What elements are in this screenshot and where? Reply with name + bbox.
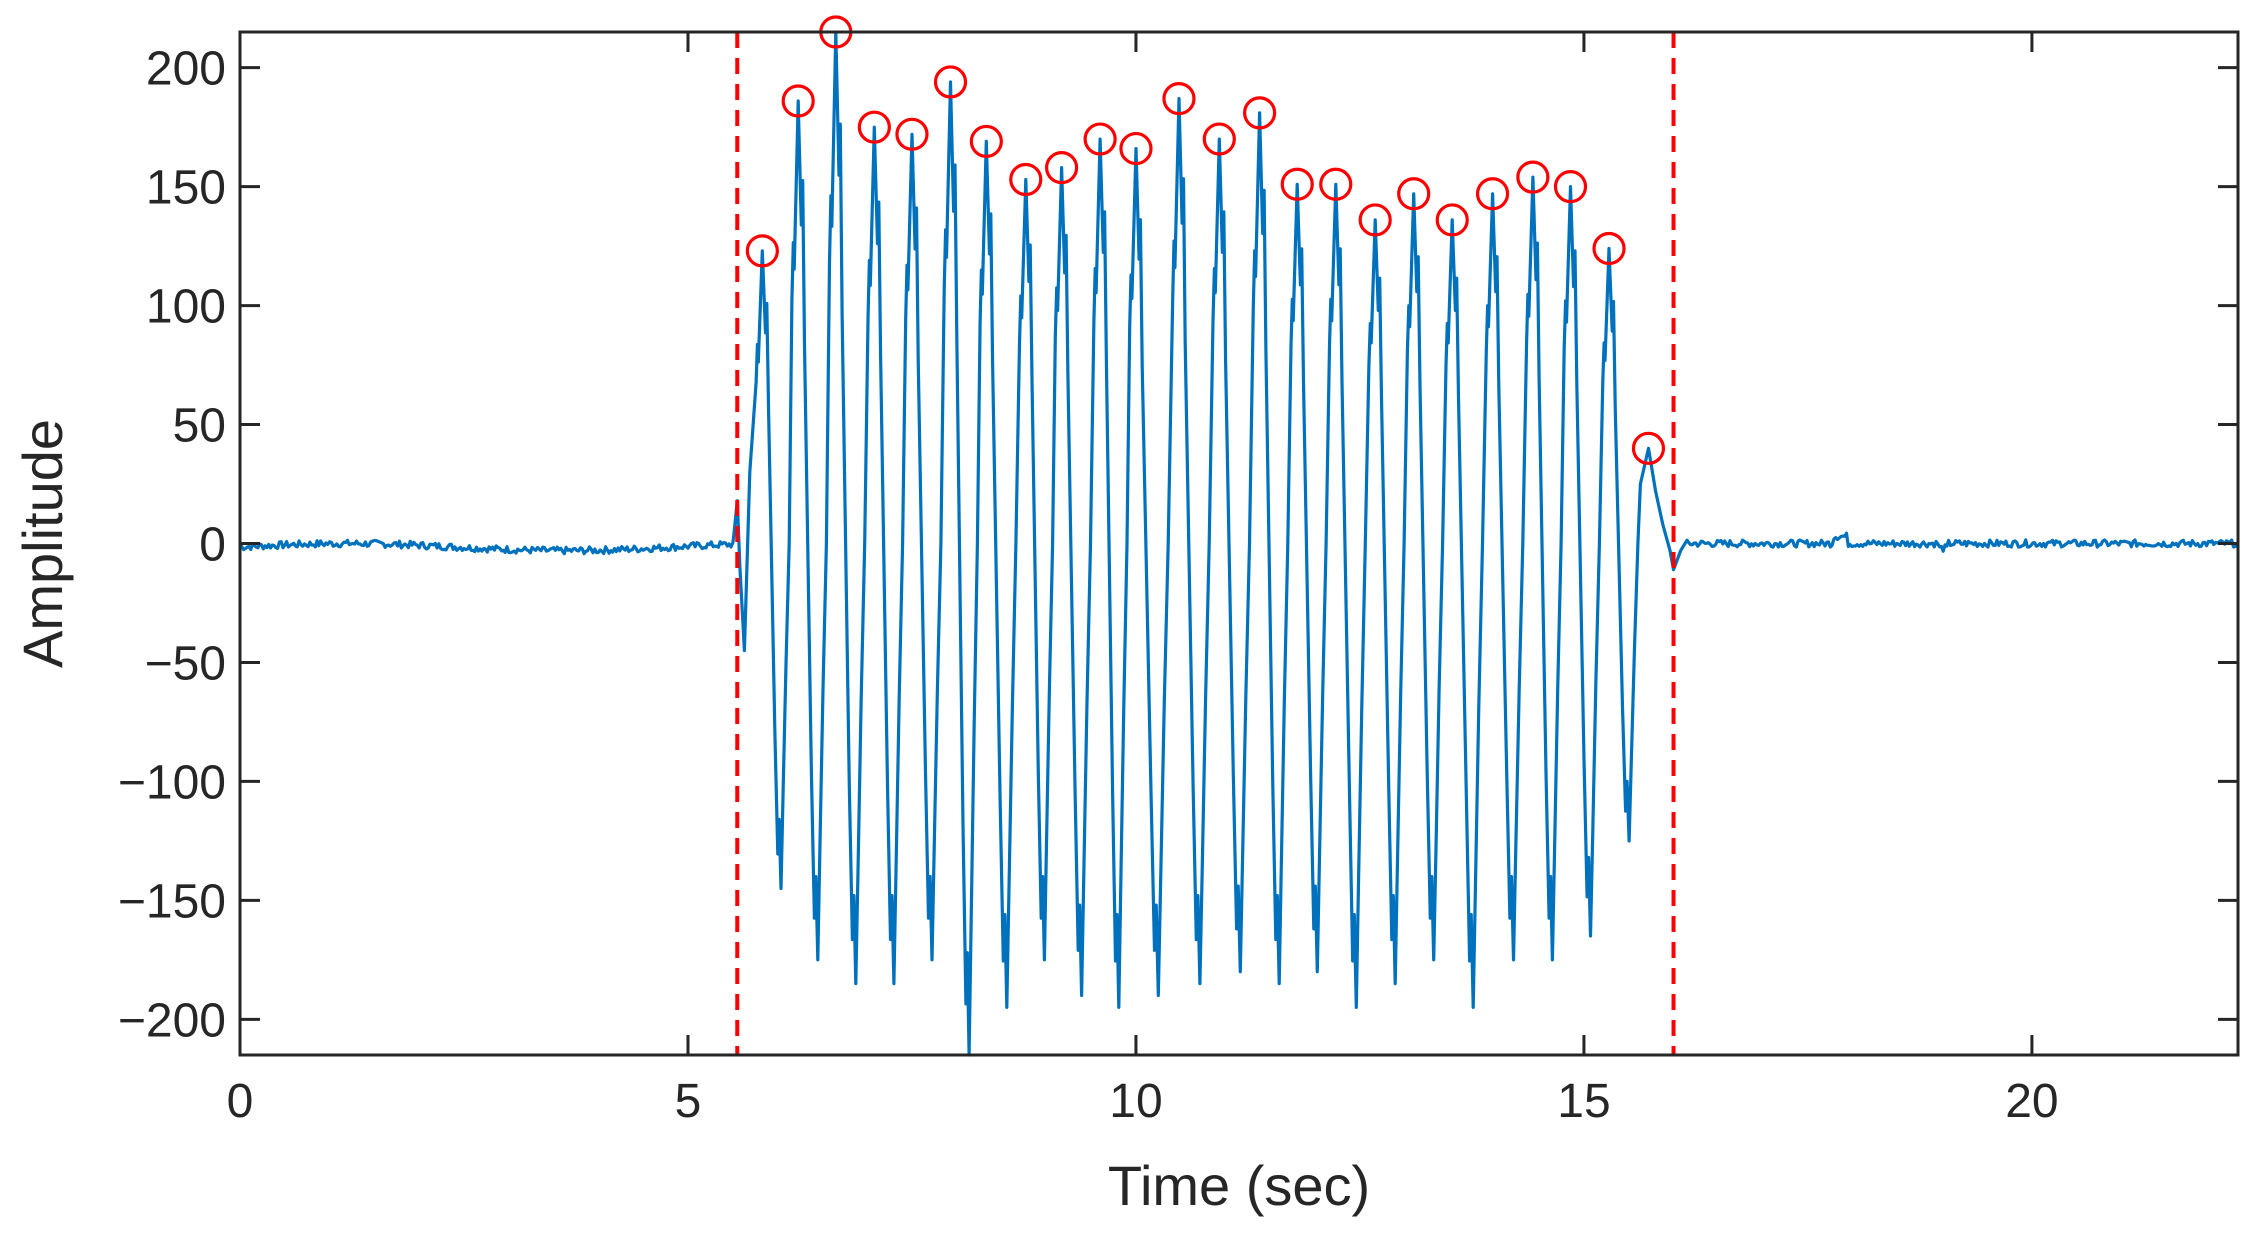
peak-marker bbox=[1319, 167, 1353, 201]
y-tick-label: −200 bbox=[118, 994, 226, 1047]
y-tick-label: 0 bbox=[199, 519, 226, 572]
signal-line bbox=[239, 30, 2239, 1057]
peak-marker bbox=[745, 234, 779, 268]
peak-marker bbox=[1009, 162, 1043, 197]
peak-marker bbox=[1358, 203, 1392, 237]
peak-marker bbox=[781, 84, 815, 118]
peak-marker bbox=[933, 65, 968, 99]
y-tick-label: −150 bbox=[118, 875, 226, 928]
peak-marker bbox=[1119, 131, 1153, 166]
x-tick-label: 15 bbox=[1557, 1075, 1610, 1128]
peak-marker bbox=[1280, 167, 1314, 201]
x-tick-label: 5 bbox=[675, 1075, 702, 1128]
x-tick-label: 20 bbox=[2005, 1075, 2058, 1128]
peak-marker bbox=[1243, 96, 1277, 130]
peak-marker bbox=[969, 124, 1003, 159]
y-tick-label: 150 bbox=[146, 162, 226, 215]
peak-marker bbox=[1516, 160, 1550, 194]
y-axis: 200 150 100 50 0 −50 −100 −150 −200 bbox=[118, 43, 2238, 1047]
x-tick-label: 10 bbox=[1109, 1075, 1162, 1128]
peak-marker bbox=[1553, 170, 1588, 204]
y-tick-label: 50 bbox=[173, 400, 226, 453]
y-tick-label: −50 bbox=[145, 637, 226, 690]
peak-marker bbox=[1044, 151, 1079, 185]
peak-marker bbox=[1592, 231, 1626, 266]
x-axis-title: Time (sec) bbox=[1108, 1154, 1370, 1217]
peak-marker bbox=[895, 117, 929, 151]
x-axis: 0 5 10 15 20 bbox=[227, 32, 2059, 1128]
plot-area bbox=[239, 15, 2239, 1057]
x-tick-label: 0 bbox=[227, 1075, 254, 1128]
y-tick-label: −100 bbox=[118, 756, 226, 809]
y-axis-title: Amplitude bbox=[11, 419, 74, 668]
peak-marker bbox=[857, 110, 891, 144]
y-tick-label: 100 bbox=[146, 281, 226, 334]
peak-marker bbox=[1435, 203, 1469, 237]
peak-marker bbox=[1202, 122, 1236, 156]
peak-marker bbox=[1475, 177, 1510, 211]
y-tick-label: 200 bbox=[146, 43, 226, 96]
peak-marker bbox=[1162, 82, 1196, 116]
peak-marker bbox=[1397, 177, 1431, 211]
peak-marker bbox=[1631, 431, 1666, 465]
peak-marker bbox=[1083, 122, 1117, 156]
